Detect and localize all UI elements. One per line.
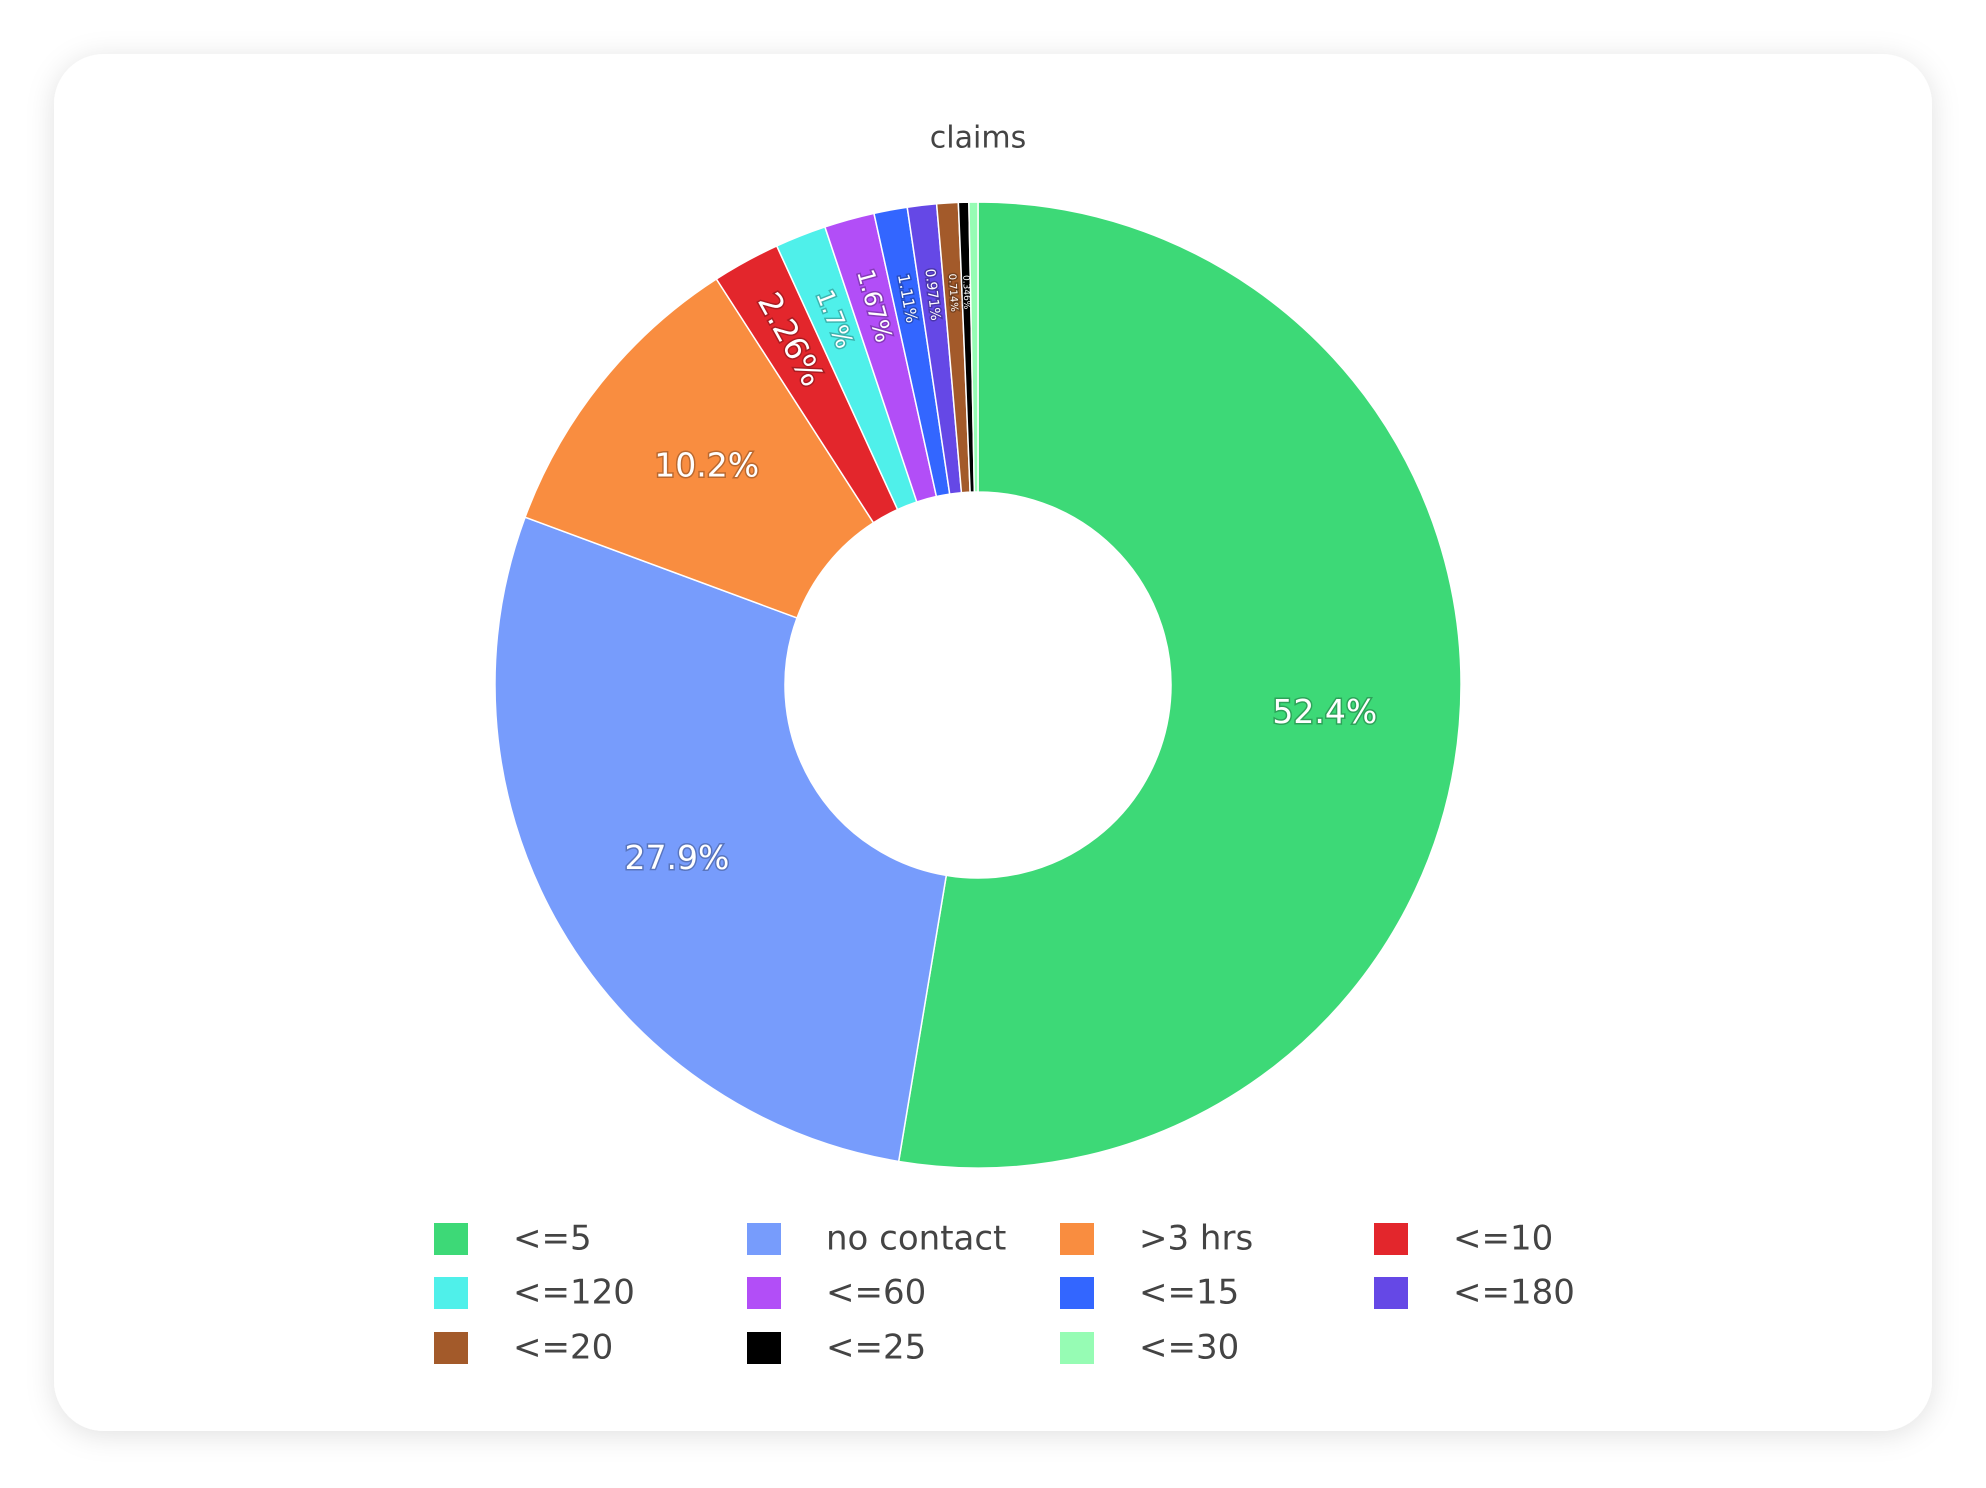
legend-swatch — [1060, 1332, 1094, 1364]
legend-swatch — [747, 1277, 781, 1309]
slice — [494, 516, 948, 1163]
card — [54, 54, 1932, 1431]
chart-title: claims — [930, 121, 1026, 156]
legend-label: no contact — [826, 1219, 1006, 1259]
legend-swatch — [747, 1223, 781, 1255]
legend-label: <=180 — [1453, 1273, 1575, 1313]
pie: 52.4%27.9%10.2%2.26%1.7%1.67%1.11% 0.971%… — [494, 201, 1462, 1169]
legend-swatch — [1060, 1223, 1094, 1255]
legend-swatch — [434, 1223, 468, 1255]
legend-label: <=60 — [826, 1273, 926, 1313]
legend-label: <=15 — [1139, 1273, 1239, 1313]
legend-swatch — [1374, 1277, 1408, 1309]
legend-label: <=5 — [513, 1219, 592, 1259]
slice — [524, 277, 875, 619]
slice-label: 52.4% — [1272, 692, 1377, 731]
slice — [897, 201, 1462, 1169]
slice-label: 0.346% — [960, 275, 971, 310]
legend-swatch — [434, 1332, 468, 1364]
slice-label: 27.9% — [625, 838, 730, 877]
legend-swatch — [747, 1332, 781, 1364]
legend-label: <=30 — [1139, 1328, 1239, 1368]
slice-label: 10.2% — [654, 446, 759, 485]
legend-label: >3 hrs — [1139, 1219, 1253, 1259]
legend: <=5 no contact >3 hrs <=10 <=120 <=60 <=15 <=18… — [434, 1219, 1575, 1368]
legend-label: <=20 — [513, 1328, 613, 1368]
legend-label: <=10 — [1453, 1219, 1553, 1259]
slice — [968, 201, 979, 493]
legend-swatch — [1060, 1277, 1094, 1309]
legend-label: <=25 — [826, 1328, 926, 1368]
legend-swatch — [434, 1277, 468, 1309]
slice-label: 0.714% — [946, 273, 959, 312]
legend-swatch — [1374, 1223, 1408, 1255]
legend-label: <=120 — [513, 1273, 635, 1313]
